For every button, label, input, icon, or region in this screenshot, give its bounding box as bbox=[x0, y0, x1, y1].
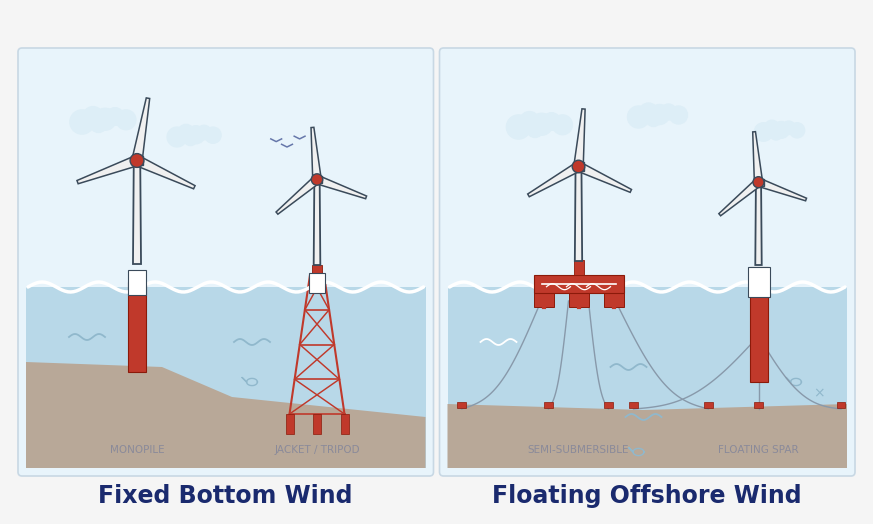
Bar bbox=[747, 267, 769, 297]
Polygon shape bbox=[134, 156, 195, 189]
Circle shape bbox=[94, 108, 116, 130]
Circle shape bbox=[770, 127, 782, 140]
Bar bbox=[574, 162, 584, 171]
Polygon shape bbox=[448, 404, 847, 468]
Bar bbox=[312, 265, 322, 277]
Text: Fixed Bottom Wind: Fixed Bottom Wind bbox=[99, 484, 353, 508]
Polygon shape bbox=[26, 362, 425, 468]
Polygon shape bbox=[311, 127, 321, 180]
Polygon shape bbox=[574, 109, 585, 167]
Polygon shape bbox=[576, 162, 631, 192]
Circle shape bbox=[90, 116, 107, 133]
Bar bbox=[754, 402, 762, 408]
Polygon shape bbox=[276, 176, 320, 214]
Circle shape bbox=[167, 127, 187, 147]
Bar bbox=[754, 179, 764, 186]
Text: JACKET / TRIPOD: JACKET / TRIPOD bbox=[274, 445, 360, 455]
Polygon shape bbox=[77, 156, 139, 184]
Bar bbox=[705, 402, 712, 408]
Circle shape bbox=[196, 125, 211, 140]
Text: Floating Offshore Wind: Floating Offshore Wind bbox=[492, 484, 802, 508]
Circle shape bbox=[116, 110, 136, 130]
Circle shape bbox=[773, 122, 789, 138]
Polygon shape bbox=[757, 178, 807, 201]
Circle shape bbox=[519, 112, 540, 132]
Polygon shape bbox=[718, 179, 761, 216]
Bar bbox=[285, 414, 293, 434]
Circle shape bbox=[83, 106, 103, 126]
Bar bbox=[313, 176, 322, 183]
Bar bbox=[457, 402, 465, 408]
Bar bbox=[533, 275, 623, 293]
Circle shape bbox=[753, 177, 764, 188]
Polygon shape bbox=[755, 182, 762, 265]
Bar bbox=[568, 293, 588, 307]
Bar bbox=[309, 273, 325, 293]
Circle shape bbox=[107, 108, 124, 125]
Circle shape bbox=[183, 132, 197, 146]
Circle shape bbox=[526, 121, 543, 137]
Polygon shape bbox=[313, 180, 320, 265]
Polygon shape bbox=[133, 160, 141, 264]
Bar bbox=[448, 287, 847, 468]
Text: SEMI-SUBMERSIBLE: SEMI-SUBMERSIBLE bbox=[528, 445, 629, 455]
Circle shape bbox=[553, 115, 573, 135]
Circle shape bbox=[572, 160, 585, 173]
Bar bbox=[132, 156, 143, 165]
Bar bbox=[313, 414, 321, 434]
Bar bbox=[574, 260, 583, 275]
Circle shape bbox=[312, 174, 323, 185]
Polygon shape bbox=[753, 132, 763, 182]
Text: ×: × bbox=[813, 386, 825, 400]
FancyBboxPatch shape bbox=[18, 48, 434, 476]
Bar bbox=[750, 267, 767, 382]
Circle shape bbox=[506, 115, 531, 139]
Circle shape bbox=[640, 103, 657, 121]
Circle shape bbox=[70, 110, 94, 134]
Bar bbox=[545, 402, 553, 408]
Circle shape bbox=[130, 154, 144, 167]
Bar bbox=[340, 414, 348, 434]
Circle shape bbox=[650, 104, 670, 125]
Bar bbox=[128, 270, 146, 295]
Circle shape bbox=[205, 127, 221, 143]
Circle shape bbox=[782, 121, 795, 135]
Bar bbox=[128, 282, 146, 372]
Bar bbox=[603, 293, 623, 307]
Circle shape bbox=[628, 106, 650, 128]
FancyBboxPatch shape bbox=[439, 48, 855, 476]
Polygon shape bbox=[132, 98, 149, 161]
Circle shape bbox=[543, 113, 560, 130]
Bar bbox=[604, 402, 613, 408]
Circle shape bbox=[661, 104, 677, 120]
Text: FLOATING SPAR: FLOATING SPAR bbox=[718, 445, 799, 455]
Bar bbox=[837, 402, 845, 408]
Circle shape bbox=[187, 126, 205, 144]
Polygon shape bbox=[527, 162, 581, 196]
Text: MONOPILE: MONOPILE bbox=[110, 445, 164, 455]
Bar bbox=[533, 293, 553, 307]
Circle shape bbox=[531, 113, 553, 135]
Circle shape bbox=[765, 120, 780, 135]
Circle shape bbox=[670, 106, 688, 124]
Circle shape bbox=[754, 123, 773, 141]
Bar bbox=[26, 287, 425, 468]
Circle shape bbox=[178, 124, 194, 140]
Circle shape bbox=[646, 112, 661, 126]
Circle shape bbox=[789, 123, 805, 138]
Polygon shape bbox=[574, 167, 582, 261]
Bar bbox=[629, 402, 637, 408]
Polygon shape bbox=[315, 176, 367, 199]
